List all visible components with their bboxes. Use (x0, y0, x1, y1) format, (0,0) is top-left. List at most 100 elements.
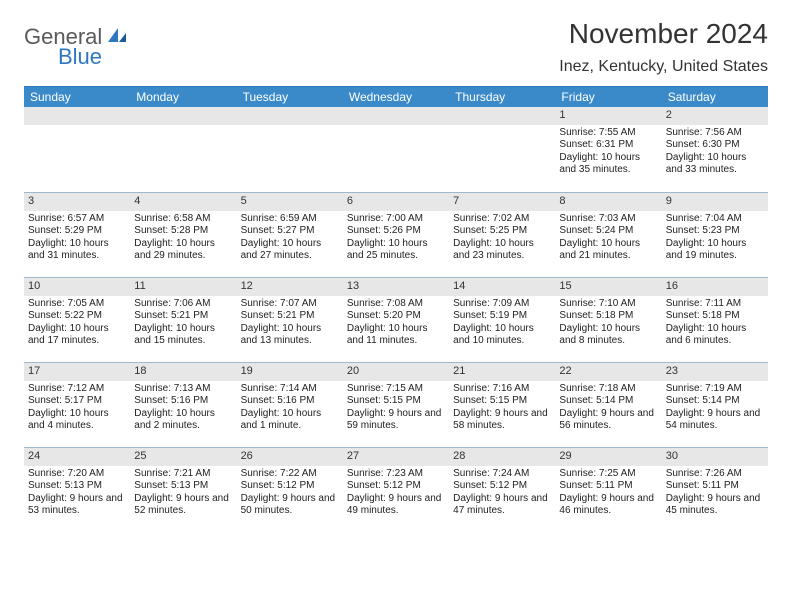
sunrise-line: Sunrise: 7:08 AM (347, 298, 445, 311)
daylight-line: Daylight: 10 hours and 33 minutes. (666, 152, 764, 177)
day-body: Sunrise: 7:22 AMSunset: 5:12 PMDaylight:… (237, 466, 343, 522)
sunset-line: Sunset: 5:26 PM (347, 225, 445, 238)
day-body: Sunrise: 6:59 AMSunset: 5:27 PMDaylight:… (237, 211, 343, 267)
daylight-line: Daylight: 10 hours and 21 minutes. (559, 238, 657, 263)
calendar-cell: 12Sunrise: 7:07 AMSunset: 5:21 PMDayligh… (237, 277, 343, 362)
day-number: 19 (237, 363, 343, 381)
calendar-cell: 17Sunrise: 7:12 AMSunset: 5:17 PMDayligh… (24, 362, 130, 447)
calendar-cell: 25Sunrise: 7:21 AMSunset: 5:13 PMDayligh… (130, 447, 236, 532)
day-number: 4 (130, 193, 236, 211)
sunrise-line: Sunrise: 7:26 AM (666, 468, 764, 481)
dow-header-row: Sunday Monday Tuesday Wednesday Thursday… (24, 87, 768, 107)
day-number: 10 (24, 278, 130, 296)
daylight-line: Daylight: 10 hours and 2 minutes. (134, 408, 232, 433)
sunrise-line: Sunrise: 7:13 AM (134, 383, 232, 396)
daylight-line: Daylight: 10 hours and 10 minutes. (453, 323, 551, 348)
day-body: Sunrise: 7:19 AMSunset: 5:14 PMDaylight:… (662, 381, 768, 437)
sunrise-line: Sunrise: 7:02 AM (453, 213, 551, 226)
sunset-line: Sunset: 5:24 PM (559, 225, 657, 238)
header: General Blue November 2024 Inez, Kentuck… (24, 18, 768, 76)
sunrise-line: Sunrise: 7:07 AM (241, 298, 339, 311)
sunset-line: Sunset: 5:19 PM (453, 310, 551, 323)
daylight-line: Daylight: 10 hours and 1 minute. (241, 408, 339, 433)
daylight-line: Daylight: 10 hours and 25 minutes. (347, 238, 445, 263)
day-body: Sunrise: 7:11 AMSunset: 5:18 PMDaylight:… (662, 296, 768, 352)
calendar: Sunday Monday Tuesday Wednesday Thursday… (24, 86, 768, 532)
sunset-line: Sunset: 5:12 PM (453, 480, 551, 493)
daylight-line: Daylight: 10 hours and 4 minutes. (28, 408, 126, 433)
sunrise-line: Sunrise: 7:10 AM (559, 298, 657, 311)
daylight-line: Daylight: 9 hours and 47 minutes. (453, 493, 551, 518)
day-body: Sunrise: 7:03 AMSunset: 5:24 PMDaylight:… (555, 211, 661, 267)
day-body: Sunrise: 7:10 AMSunset: 5:18 PMDaylight:… (555, 296, 661, 352)
calendar-cell: 10Sunrise: 7:05 AMSunset: 5:22 PMDayligh… (24, 277, 130, 362)
daylight-line: Daylight: 9 hours and 50 minutes. (241, 493, 339, 518)
day-body: Sunrise: 7:02 AMSunset: 5:25 PMDaylight:… (449, 211, 555, 267)
day-body: Sunrise: 7:16 AMSunset: 5:15 PMDaylight:… (449, 381, 555, 437)
calendar-cell: 28Sunrise: 7:24 AMSunset: 5:12 PMDayligh… (449, 447, 555, 532)
dow-cell: Monday (130, 87, 236, 107)
sunset-line: Sunset: 5:11 PM (666, 480, 764, 493)
sunset-line: Sunset: 5:14 PM (559, 395, 657, 408)
day-number: 30 (662, 448, 768, 466)
calendar-cell: 3Sunrise: 6:57 AMSunset: 5:29 PMDaylight… (24, 192, 130, 277)
sunset-line: Sunset: 6:31 PM (559, 139, 657, 152)
day-number (343, 107, 449, 125)
sunrise-line: Sunrise: 7:06 AM (134, 298, 232, 311)
sunset-line: Sunset: 5:14 PM (666, 395, 764, 408)
calendar-cell: 1Sunrise: 7:55 AMSunset: 6:31 PMDaylight… (555, 107, 661, 192)
sunrise-line: Sunrise: 7:03 AM (559, 213, 657, 226)
sunrise-line: Sunrise: 7:21 AM (134, 468, 232, 481)
day-number: 21 (449, 363, 555, 381)
daylight-line: Daylight: 10 hours and 29 minutes. (134, 238, 232, 263)
daylight-line: Daylight: 10 hours and 23 minutes. (453, 238, 551, 263)
calendar-cell: 24Sunrise: 7:20 AMSunset: 5:13 PMDayligh… (24, 447, 130, 532)
calendar-cell: 26Sunrise: 7:22 AMSunset: 5:12 PMDayligh… (237, 447, 343, 532)
daylight-line: Daylight: 9 hours and 53 minutes. (28, 493, 126, 518)
calendar-cell (343, 107, 449, 192)
daylight-line: Daylight: 10 hours and 15 minutes. (134, 323, 232, 348)
daylight-line: Daylight: 9 hours and 59 minutes. (347, 408, 445, 433)
sunrise-line: Sunrise: 7:14 AM (241, 383, 339, 396)
day-number (130, 107, 236, 125)
sunset-line: Sunset: 5:27 PM (241, 225, 339, 238)
dow-cell: Thursday (449, 87, 555, 107)
day-body: Sunrise: 7:07 AMSunset: 5:21 PMDaylight:… (237, 296, 343, 352)
sunset-line: Sunset: 5:18 PM (559, 310, 657, 323)
day-number: 7 (449, 193, 555, 211)
day-number: 18 (130, 363, 236, 381)
day-number: 11 (130, 278, 236, 296)
sunrise-line: Sunrise: 7:20 AM (28, 468, 126, 481)
daylight-line: Daylight: 9 hours and 56 minutes. (559, 408, 657, 433)
sunset-line: Sunset: 5:15 PM (453, 395, 551, 408)
sunset-line: Sunset: 5:21 PM (241, 310, 339, 323)
calendar-cell (237, 107, 343, 192)
sunset-line: Sunset: 5:17 PM (28, 395, 126, 408)
sunrise-line: Sunrise: 6:58 AM (134, 213, 232, 226)
sunset-line: Sunset: 5:28 PM (134, 225, 232, 238)
calendar-cell: 27Sunrise: 7:23 AMSunset: 5:12 PMDayligh… (343, 447, 449, 532)
daylight-line: Daylight: 9 hours and 52 minutes. (134, 493, 232, 518)
dow-cell: Friday (555, 87, 661, 107)
sunset-line: Sunset: 5:11 PM (559, 480, 657, 493)
calendar-cell: 7Sunrise: 7:02 AMSunset: 5:25 PMDaylight… (449, 192, 555, 277)
calendar-cell (449, 107, 555, 192)
title-block: November 2024 Inez, Kentucky, United Sta… (559, 18, 768, 76)
day-number: 27 (343, 448, 449, 466)
day-body: Sunrise: 7:09 AMSunset: 5:19 PMDaylight:… (449, 296, 555, 352)
calendar-cell: 19Sunrise: 7:14 AMSunset: 5:16 PMDayligh… (237, 362, 343, 447)
day-number: 28 (449, 448, 555, 466)
calendar-grid: 1Sunrise: 7:55 AMSunset: 6:31 PMDaylight… (24, 107, 768, 532)
sunset-line: Sunset: 5:18 PM (666, 310, 764, 323)
daylight-line: Daylight: 10 hours and 19 minutes. (666, 238, 764, 263)
calendar-cell: 16Sunrise: 7:11 AMSunset: 5:18 PMDayligh… (662, 277, 768, 362)
logo-sail-icon (106, 26, 128, 49)
logo: General Blue (24, 18, 128, 50)
daylight-line: Daylight: 10 hours and 31 minutes. (28, 238, 126, 263)
sunset-line: Sunset: 5:12 PM (241, 480, 339, 493)
calendar-cell: 23Sunrise: 7:19 AMSunset: 5:14 PMDayligh… (662, 362, 768, 447)
calendar-cell: 5Sunrise: 6:59 AMSunset: 5:27 PMDaylight… (237, 192, 343, 277)
sunrise-line: Sunrise: 7:15 AM (347, 383, 445, 396)
daylight-line: Daylight: 10 hours and 35 minutes. (559, 152, 657, 177)
dow-cell: Wednesday (343, 87, 449, 107)
